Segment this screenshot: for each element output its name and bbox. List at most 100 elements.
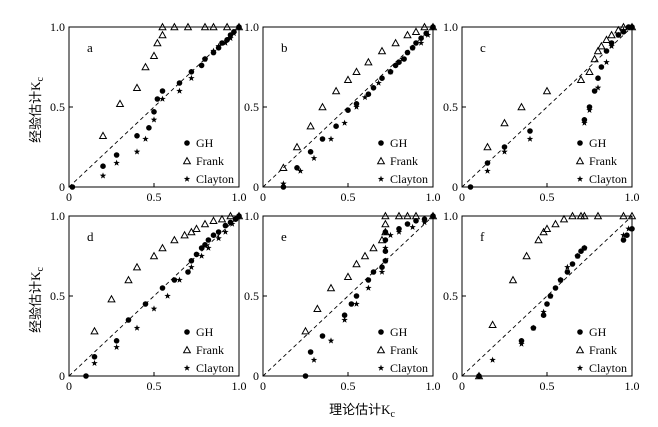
data-point <box>219 40 225 46</box>
legend-label: GH <box>589 325 607 339</box>
reference-line <box>461 215 633 377</box>
data-point <box>198 62 205 69</box>
data-point <box>522 251 531 260</box>
data-point <box>125 317 132 323</box>
data-point <box>518 340 525 347</box>
data-point <box>146 125 152 131</box>
data-point <box>484 167 491 174</box>
data-point <box>382 237 389 243</box>
x-tick-label: 0.5 <box>147 190 162 204</box>
data-point <box>297 167 304 174</box>
legend-label: Frank <box>589 343 617 357</box>
legend-marker <box>378 329 384 335</box>
series-clayton <box>484 26 627 174</box>
y-tick-label: 0 <box>59 369 65 383</box>
data-point <box>142 301 149 307</box>
data-point <box>501 148 508 155</box>
data-point <box>547 292 554 299</box>
data-point <box>91 359 98 366</box>
panels: 000.50.51.01.0aGHFrankClayton000.50.51.0… <box>50 20 640 393</box>
x-tick-label: 0.5 <box>341 190 356 204</box>
data-point <box>307 149 314 155</box>
legend-marker <box>184 329 190 335</box>
data-point <box>107 294 116 303</box>
data-point <box>326 283 336 292</box>
data-point <box>619 211 628 220</box>
data-point <box>377 46 387 55</box>
data-point <box>620 26 627 33</box>
data-point <box>124 275 133 284</box>
data-point <box>370 85 377 91</box>
data-point <box>564 269 571 275</box>
data-point <box>409 44 416 51</box>
data-point <box>603 58 610 65</box>
x-tick-label: 1.0 <box>232 379 247 393</box>
data-point <box>474 371 484 380</box>
data-point <box>395 228 403 235</box>
y-tick-label: 0.5 <box>50 289 65 303</box>
y-tick-label: 0 <box>253 180 259 194</box>
data-point <box>508 275 518 284</box>
data-point <box>369 243 378 252</box>
y-tick-label: 1.0 <box>443 20 458 34</box>
series-clayton <box>310 219 428 363</box>
legend-marker <box>576 175 584 182</box>
data-point <box>365 91 372 97</box>
y-tick-label: 0.5 <box>244 289 259 303</box>
legend-marker <box>577 140 583 146</box>
x-tick-label: 0 <box>260 379 266 393</box>
panel-c: 00 0.5 0.5 1.0 1.0 c GH Frank Clayton <box>443 20 640 204</box>
x-tick-label: 0 <box>66 379 72 393</box>
data-point <box>353 293 360 299</box>
data-point <box>153 38 162 47</box>
data-point <box>421 219 428 226</box>
x-tick-label: 0 <box>459 190 465 204</box>
data-point <box>544 301 550 307</box>
data-point <box>348 301 355 307</box>
data-point <box>381 227 390 236</box>
reference-line <box>68 215 240 377</box>
data-point <box>280 180 287 187</box>
data-point <box>185 269 191 275</box>
data-point <box>396 59 402 65</box>
panel-e: 00 0.5 0.5 1.0 1.0 e GH Frank Clayton <box>244 209 441 393</box>
data-point <box>378 268 386 275</box>
data-point <box>222 228 229 235</box>
legend-label: Frank <box>589 154 617 168</box>
data-point <box>365 284 372 291</box>
data-point <box>365 277 372 283</box>
x-tick-label: 0.5 <box>540 379 555 393</box>
legend: GH Frank Clayton <box>182 136 234 186</box>
x-tick-label: 0.5 <box>540 190 555 204</box>
panel-letter: b <box>281 40 288 55</box>
y-tick-label: 0.5 <box>50 100 65 114</box>
data-point <box>379 75 385 81</box>
data-point <box>306 121 315 130</box>
data-point <box>227 34 234 41</box>
x-tick-label: 1.0 <box>625 190 640 204</box>
data-point <box>411 27 421 36</box>
data-point <box>500 118 509 127</box>
data-point <box>424 31 432 38</box>
data-point <box>624 232 630 238</box>
data-point <box>377 235 387 244</box>
data-point <box>113 338 120 344</box>
data-point <box>404 49 411 56</box>
data-point <box>501 144 508 150</box>
data-point <box>417 39 425 46</box>
data-point <box>310 154 318 161</box>
data-point <box>113 159 120 166</box>
panel-letter: f <box>480 229 485 244</box>
data-point <box>370 269 377 275</box>
data-point <box>603 48 610 54</box>
data-point <box>222 222 229 229</box>
y-tick-label: 0.5 <box>244 100 259 114</box>
data-point <box>394 211 404 220</box>
data-point <box>292 142 302 151</box>
legend-marker <box>184 140 190 146</box>
data-point <box>313 304 322 313</box>
y-tick-label: 1.0 <box>244 209 259 223</box>
data-point <box>428 211 438 220</box>
legend: GH Frank Clayton <box>575 136 627 186</box>
